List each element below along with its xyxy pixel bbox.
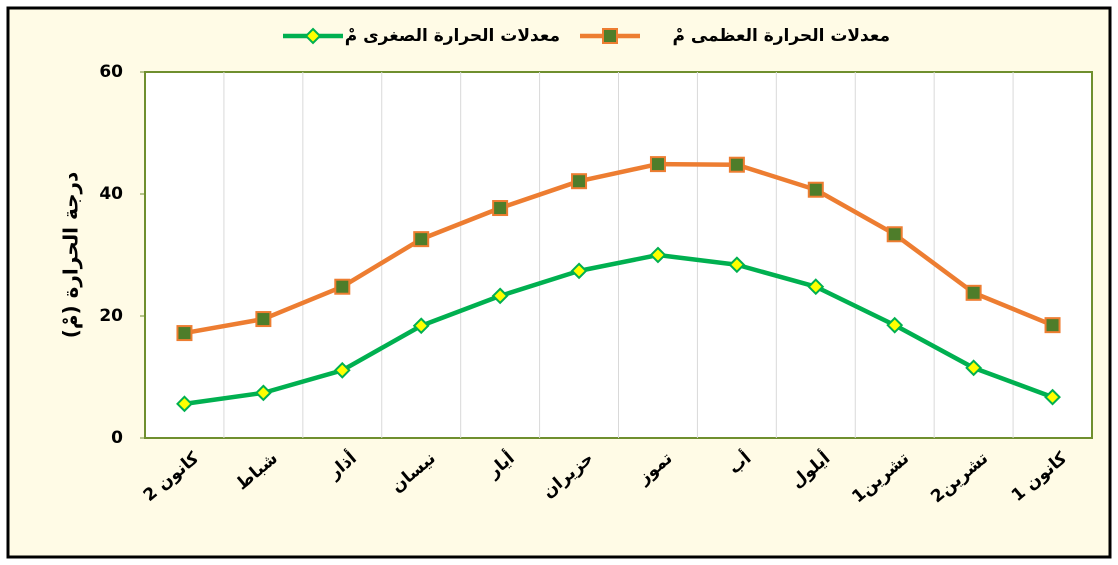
data-point — [255, 311, 272, 328]
y-tick-label: 60 — [99, 62, 123, 82]
data-point — [886, 226, 903, 243]
data-point — [728, 256, 746, 274]
data-point — [492, 200, 509, 217]
data-point — [334, 278, 351, 295]
legend-label: معدلات الحرارة العظمى مْ — [672, 26, 890, 46]
series-line — [184, 252, 1054, 407]
y-tick-label: 40 — [99, 184, 123, 204]
data-point — [254, 384, 272, 402]
data-point — [176, 395, 193, 413]
data-point — [570, 262, 588, 280]
data-point — [412, 317, 430, 335]
y-tick-label: 0 — [111, 428, 123, 448]
legend-marker — [304, 27, 322, 45]
data-point — [1044, 388, 1061, 406]
y-axis-title: درجة الحرارة (مْ) — [59, 172, 83, 339]
data-point — [965, 359, 983, 377]
y-tick-label: 20 — [99, 306, 123, 326]
series-line — [184, 161, 1054, 336]
data-point — [571, 173, 588, 190]
data-point — [649, 156, 666, 173]
data-point — [807, 181, 824, 198]
data-point — [1044, 317, 1061, 334]
data-point — [176, 325, 193, 342]
data-point — [886, 316, 904, 334]
data-point — [807, 278, 825, 296]
legend-marker — [602, 28, 618, 44]
legend-label: معدلات الحرارة الصغرى مْ — [345, 26, 560, 46]
data-point — [965, 284, 982, 301]
data-point — [649, 246, 667, 264]
data-point — [728, 156, 745, 173]
data-point — [413, 231, 430, 248]
data-point — [491, 287, 509, 305]
data-point — [333, 361, 351, 379]
